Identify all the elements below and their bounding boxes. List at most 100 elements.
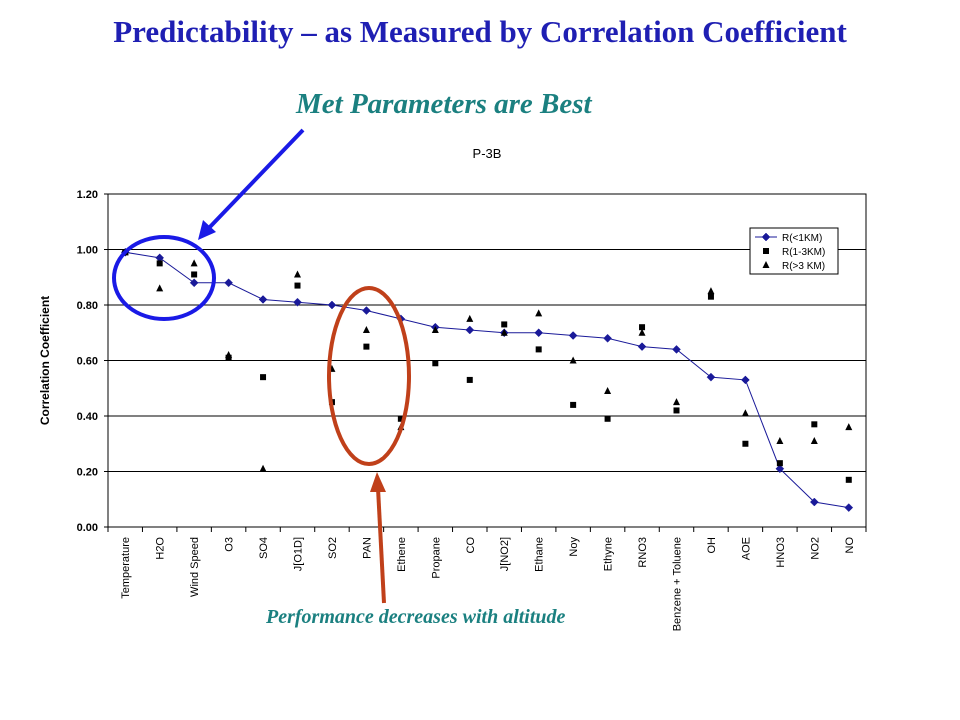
x-category-label: PAN <box>361 537 373 559</box>
highlight-circle-met-parameters <box>112 235 216 321</box>
y-tick-label: 0.60 <box>77 356 98 368</box>
legend-label: R(1-3KM) <box>782 247 825 258</box>
data-point-triangle <box>845 423 853 431</box>
legend-label: R(<1KM) <box>782 233 822 244</box>
legend-marker-square <box>763 248 769 254</box>
x-category-label: Ethyne <box>603 537 615 571</box>
data-point-diamond <box>844 503 854 512</box>
data-point-triangle <box>190 259 198 267</box>
x-category-label: Ethene <box>396 537 408 572</box>
x-category-label: Temperature <box>120 537 132 599</box>
x-category-label: OH <box>706 537 718 554</box>
chart-title: P-3B <box>473 146 502 161</box>
data-point-triangle <box>638 328 646 336</box>
data-point-square <box>432 360 439 367</box>
x-category-label: H2O <box>155 537 167 560</box>
data-point-diamond <box>775 464 785 474</box>
data-point-triangle <box>466 314 474 322</box>
x-category-label: J[NO2] <box>499 537 511 571</box>
x-category-label: SO4 <box>258 537 270 559</box>
data-point-square <box>466 376 473 383</box>
y-axis-label: Correlation Coefficient <box>38 296 52 425</box>
x-category-label: O3 <box>224 537 236 552</box>
arrow-head-icon <box>370 472 386 492</box>
data-point-square <box>604 415 611 422</box>
data-point-square <box>639 324 646 331</box>
data-point-diamond <box>465 325 475 335</box>
data-point-diamond <box>258 295 268 304</box>
data-point-triangle <box>362 325 370 333</box>
met-parameters-callout: Met Parameters are Best <box>296 88 592 120</box>
data-point-diamond <box>224 278 233 288</box>
data-point-square <box>156 260 163 267</box>
data-point-square <box>294 282 301 289</box>
x-category-label: NO <box>844 537 856 554</box>
data-point-square <box>707 293 714 300</box>
data-point-square <box>776 460 783 467</box>
highlight-ellipse-altitude <box>327 286 411 466</box>
data-point-square <box>673 407 680 414</box>
x-category-label: AOE <box>740 537 752 560</box>
x-category-label: J[O1D] <box>293 537 305 571</box>
y-tick-label: 1.00 <box>77 245 98 257</box>
data-point-triangle <box>431 325 439 333</box>
legend: R(<1KM) R(1-3KM) R(>3 KM) <box>749 227 839 275</box>
data-point-diamond <box>741 375 750 385</box>
data-point-diamond <box>293 297 302 307</box>
data-point-triangle <box>741 409 749 417</box>
y-tick-label: 0.40 <box>77 411 98 423</box>
altitude-performance-callout: Performance decreases with altitude <box>266 606 566 628</box>
data-point-square <box>191 271 198 278</box>
grid-layer <box>107 193 867 528</box>
data-point-square <box>845 476 852 483</box>
data-point-diamond <box>189 278 199 288</box>
axis-layer: P-3B 0.00 0.20 0.40 0.60 0.80 1.00 1.20 Correlat… <box>38 146 867 631</box>
data-point-square <box>811 421 818 428</box>
data-point-triangle <box>673 398 680 406</box>
data-point-square <box>363 343 370 350</box>
data-point-diamond <box>672 345 681 354</box>
y-tick-label: 0.00 <box>77 522 98 534</box>
data-point-square <box>742 440 749 447</box>
y-tick-label: 0.80 <box>77 300 98 312</box>
data-point-triangle <box>156 284 164 292</box>
y-tick-label: 1.20 <box>77 189 98 201</box>
x-category-label: Wind Speed <box>189 537 201 597</box>
x-category-label: SO2 <box>327 537 339 559</box>
data-point-triangle <box>500 328 508 336</box>
data-point-diamond <box>362 306 371 315</box>
data-point-square <box>397 415 404 422</box>
legend-label: R(>3 KM) <box>782 261 825 272</box>
data-point-triangle <box>225 350 233 358</box>
arrow-head-icon <box>198 220 216 240</box>
arrow-met-parameters <box>205 128 305 232</box>
data-point-triangle <box>259 464 267 472</box>
data-point-diamond <box>706 372 716 382</box>
series-line-r-below-1km <box>125 251 849 509</box>
slide-title: Predictability – as Measured by Correlat… <box>113 14 847 49</box>
x-category-label: CO <box>465 537 477 554</box>
data-point-triangle <box>604 387 612 395</box>
data-point-square <box>260 374 267 381</box>
x-category-label: Benzene + Toluene <box>672 537 684 631</box>
data-point-triangle <box>294 270 301 278</box>
data-point-square <box>535 346 542 353</box>
legend-marker-diamond <box>761 232 771 242</box>
data-point-square <box>570 401 577 408</box>
annotation-layer <box>112 128 411 604</box>
x-category-label: Ethane <box>534 537 546 572</box>
series-layer <box>120 247 854 512</box>
data-point-triangle <box>776 436 784 444</box>
data-point-triangle <box>810 436 818 444</box>
data-point-diamond <box>809 497 819 507</box>
data-point-diamond <box>327 300 337 310</box>
y-tick-label: 0.20 <box>77 467 98 479</box>
data-point-diamond <box>603 333 612 343</box>
x-category-label: Propane <box>430 537 442 579</box>
x-category-label: NO2 <box>809 537 821 560</box>
legend-marker-triangle <box>762 261 770 268</box>
x-category-label: HNO3 <box>775 537 787 568</box>
data-point-triangle <box>569 356 577 364</box>
data-point-diamond <box>534 328 544 338</box>
